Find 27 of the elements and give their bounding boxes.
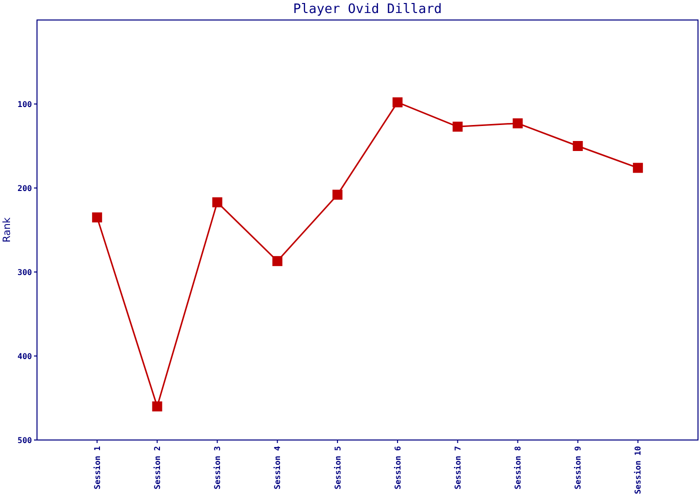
point (632, 162, 643, 173)
x-tick-label: Session 10 (634, 446, 643, 494)
y-axis-title: Rank (2, 217, 13, 242)
y-tick-label: 200 (18, 184, 32, 193)
y-tick-label: 500 (18, 436, 32, 445)
x-tick-label: Session 7 (453, 446, 462, 490)
x-tick-label: Session 2 (152, 446, 162, 490)
point (212, 197, 222, 208)
x-tick-label: Session 8 (514, 446, 523, 490)
y-tick-label: 300 (18, 268, 32, 277)
point (152, 401, 162, 412)
x-tick-label: Session 3 (213, 446, 222, 490)
point (572, 141, 583, 151)
chart-title: Player Ovid Dillard (293, 2, 442, 17)
x-tick-label: Session 4 (273, 446, 282, 490)
x-tick-label: Session 5 (333, 446, 342, 490)
y-tick-label: 100 (18, 100, 32, 109)
point (452, 122, 463, 132)
x-tick-label: Session 9 (574, 446, 583, 490)
point (272, 256, 282, 266)
x-tick-label: Session 6 (393, 446, 402, 490)
point (332, 190, 342, 200)
point (512, 118, 523, 128)
point (92, 212, 102, 222)
x-tick-label: Session 1 (92, 446, 102, 490)
point (392, 97, 403, 108)
y-tick-label: 400 (18, 352, 32, 361)
